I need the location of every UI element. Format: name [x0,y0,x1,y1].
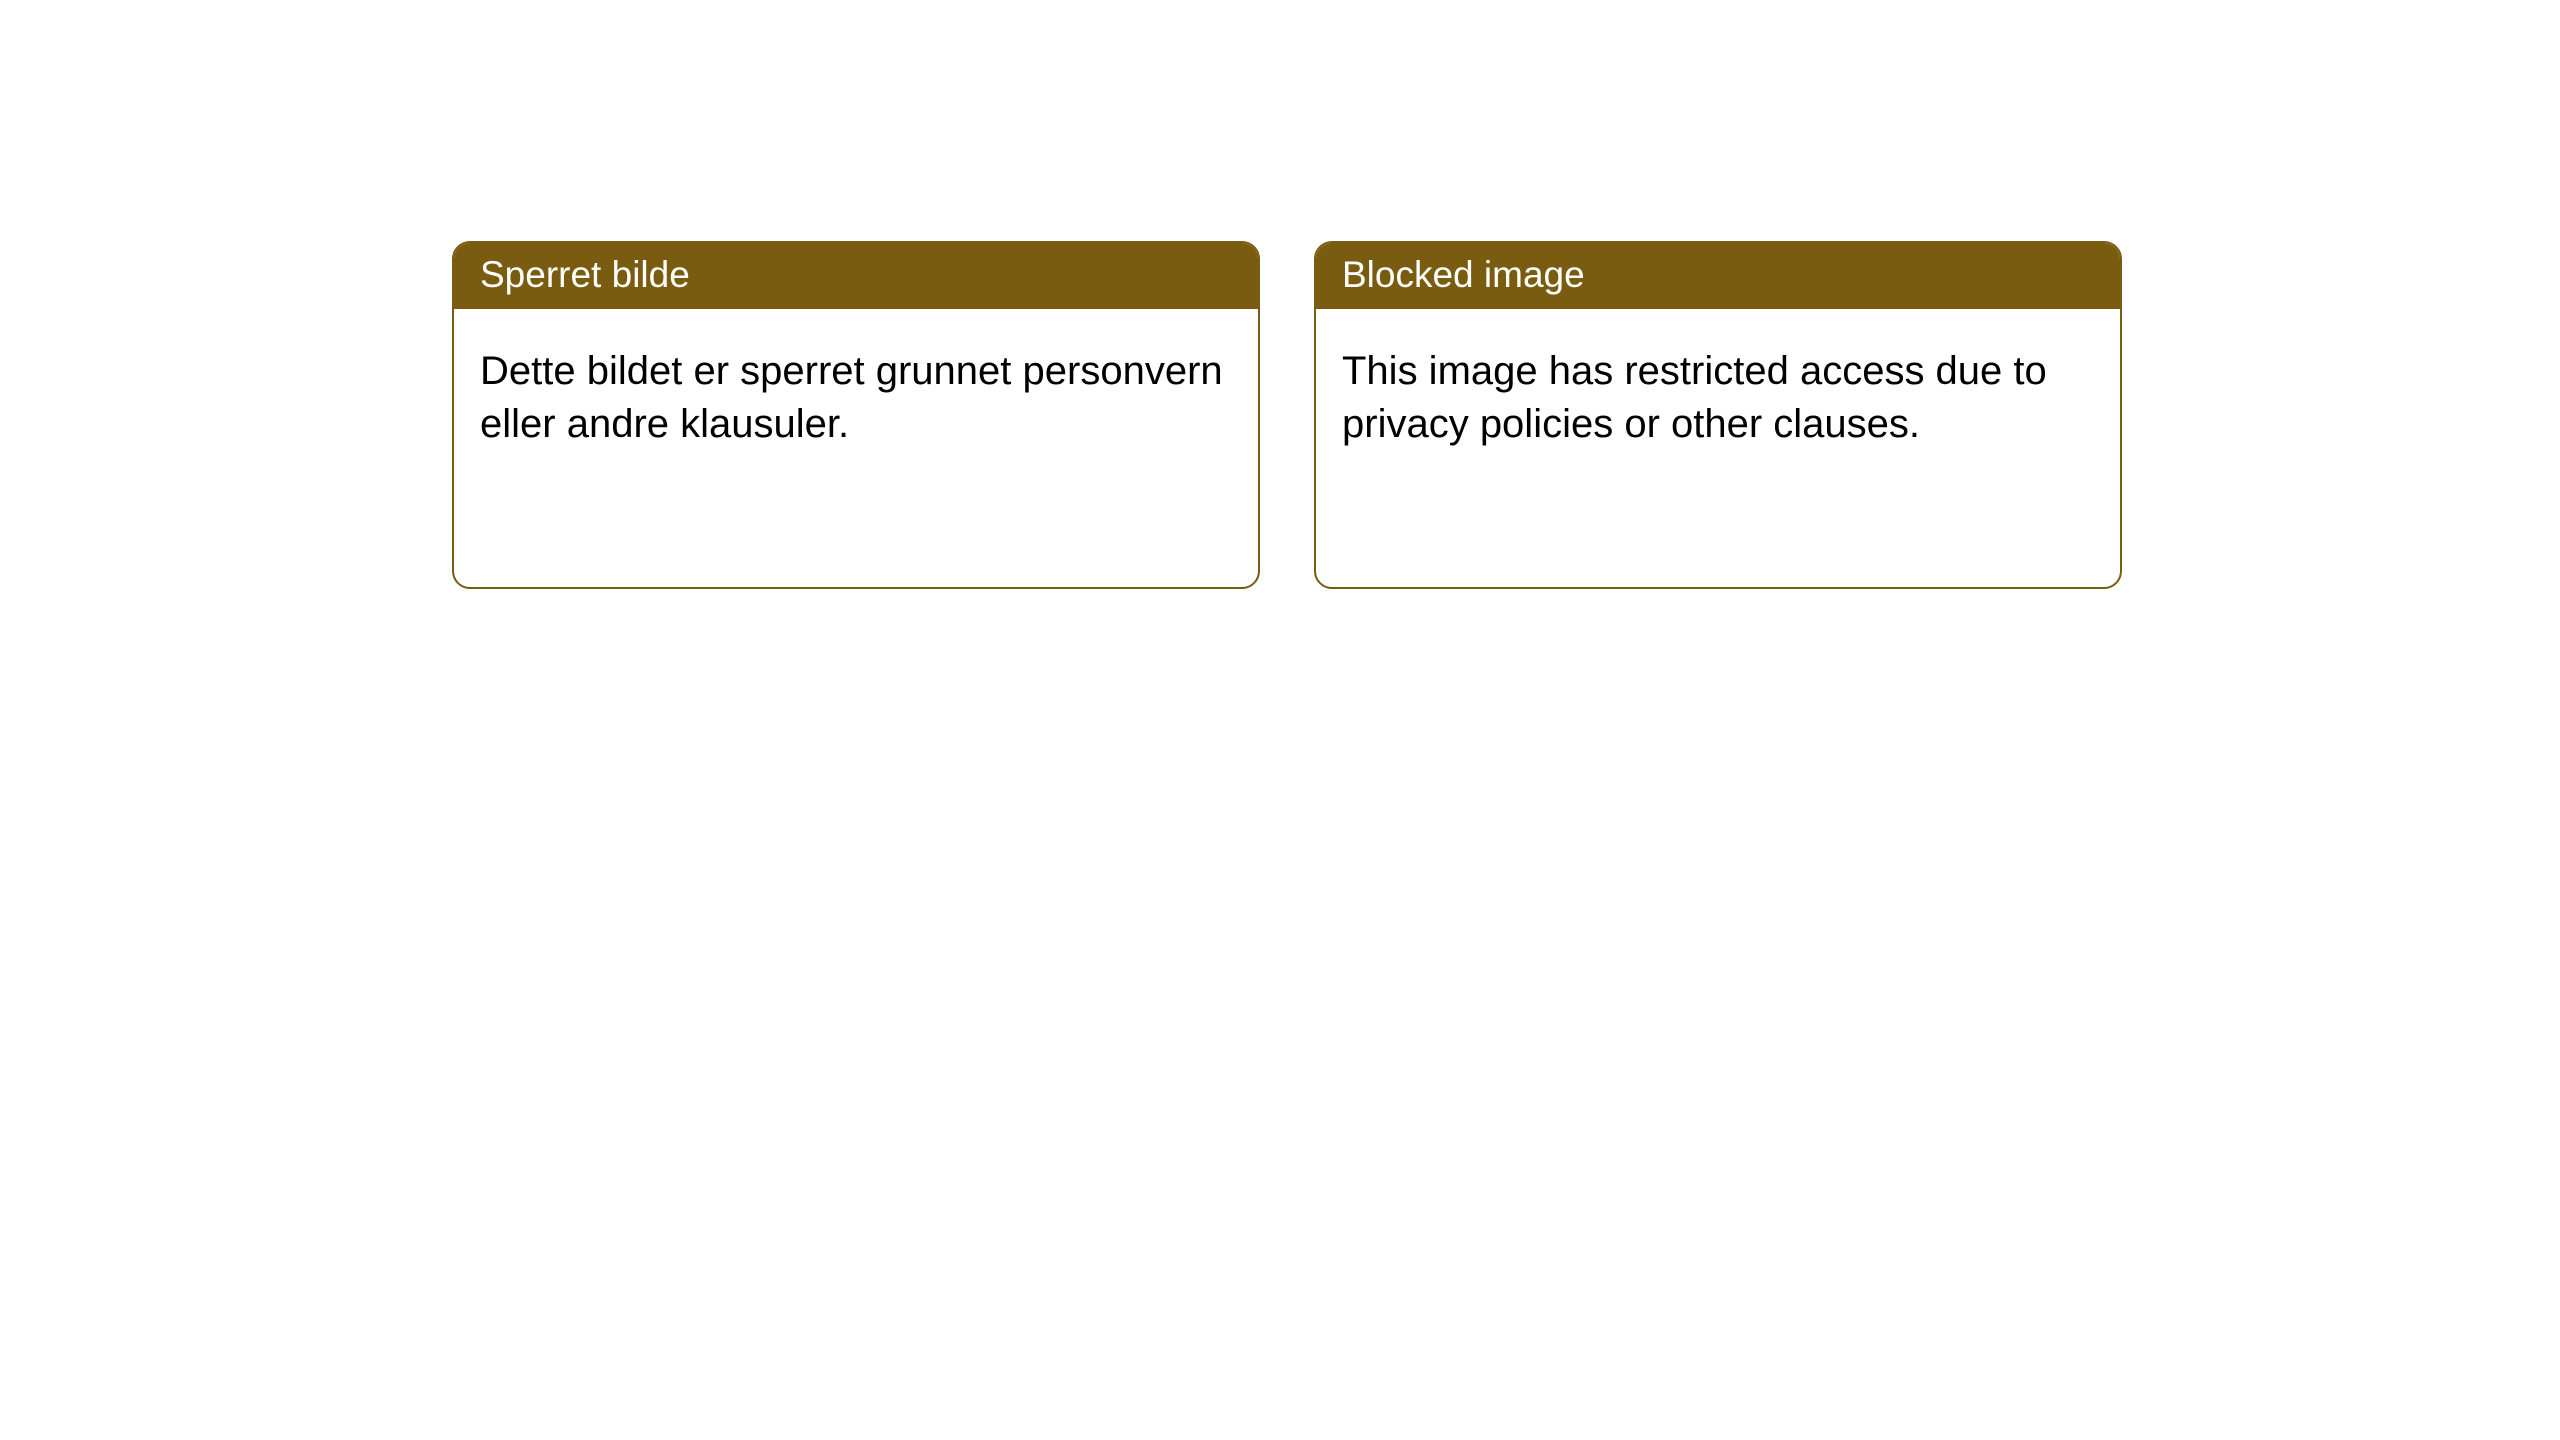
notice-body: Dette bildet er sperret grunnet personve… [454,309,1258,587]
notice-header: Blocked image [1316,243,2120,309]
notice-card-norwegian: Sperret bilde Dette bildet er sperret gr… [452,241,1260,589]
notice-body-text: This image has restricted access due to … [1342,349,2047,446]
notice-title: Sperret bilde [480,254,690,295]
notice-title: Blocked image [1342,254,1585,295]
notice-card-english: Blocked image This image has restricted … [1314,241,2122,589]
notice-body: This image has restricted access due to … [1316,309,2120,587]
notice-header: Sperret bilde [454,243,1258,309]
notice-container: Sperret bilde Dette bildet er sperret gr… [0,0,2560,589]
notice-body-text: Dette bildet er sperret grunnet personve… [480,349,1223,446]
